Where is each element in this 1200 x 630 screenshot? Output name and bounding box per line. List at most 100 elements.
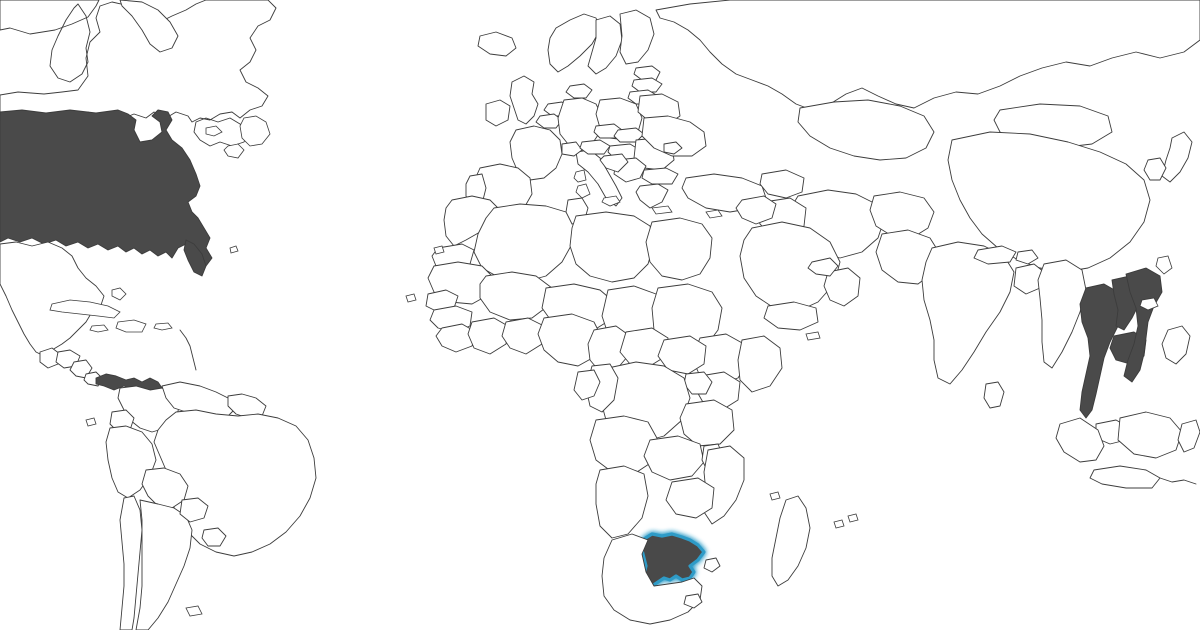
island-corsica[interactable] (573, 169, 587, 183)
island-sicily[interactable] (601, 195, 621, 207)
country-madagascar[interactable] (771, 495, 811, 587)
country-austria[interactable] (579, 139, 611, 155)
country-myanmar[interactable] (1037, 259, 1087, 369)
island-canary[interactable] (433, 245, 445, 255)
country-uruguay[interactable] (201, 527, 227, 547)
country-yemen[interactable] (763, 301, 819, 331)
country-uae-qatar[interactable] (807, 257, 839, 277)
country-sri-lanka[interactable] (983, 381, 1005, 409)
country-afghanistan[interactable] (869, 191, 935, 239)
island-cyprus[interactable] (705, 209, 723, 219)
country-eswatini[interactable] (703, 557, 721, 573)
island-borneo[interactable] (1117, 411, 1183, 459)
island-cape-breton[interactable] (223, 143, 245, 159)
country-norway[interactable] (547, 13, 601, 73)
country-sierra-leone-liberia[interactable] (435, 323, 477, 353)
country-united-states[interactable] (0, 109, 213, 267)
country-ukraine[interactable] (641, 115, 707, 157)
island-sardinia[interactable] (575, 183, 591, 199)
country-bolivia[interactable] (141, 467, 189, 509)
region-south-america (105, 381, 317, 630)
island-bermuda[interactable] (229, 245, 239, 254)
country-mexico[interactable] (0, 241, 105, 357)
island-comoros[interactable] (769, 491, 781, 501)
country-libya[interactable] (569, 211, 655, 283)
country-switzerland[interactable] (561, 141, 583, 157)
country-south-africa[interactable] (601, 533, 703, 625)
country-south-sudan[interactable] (657, 335, 707, 375)
country-cote-divoire[interactable] (467, 317, 509, 355)
island-sulawesi[interactable] (1177, 419, 1200, 453)
country-oman[interactable] (823, 267, 861, 307)
island-cuba[interactable] (49, 299, 121, 319)
country-zimbabwe[interactable] (665, 477, 715, 519)
country-russia[interactable] (655, 0, 1200, 111)
region-north-america (0, 0, 277, 393)
island-jamaica[interactable] (89, 324, 109, 333)
country-algeria[interactable] (473, 203, 577, 283)
country-japan[interactable] (1161, 131, 1193, 183)
island-sumatra[interactable] (1055, 417, 1105, 463)
island-hainan[interactable] (1139, 297, 1159, 311)
country-finland[interactable] (619, 9, 655, 65)
country-united-kingdom[interactable] (509, 75, 539, 125)
region-asia (655, 0, 1200, 489)
region-africa (425, 195, 859, 625)
country-latvia[interactable] (631, 77, 663, 93)
island-puerto-rico[interactable] (153, 322, 173, 331)
country-greece[interactable] (635, 183, 669, 209)
country-vietnam[interactable] (1123, 267, 1163, 383)
country-denmark[interactable] (565, 83, 593, 99)
country-central-african-republic[interactable] (619, 327, 669, 367)
country-morocco[interactable] (443, 195, 501, 247)
country-china[interactable] (947, 131, 1151, 273)
country-belgium[interactable] (535, 113, 563, 129)
country-ghana-togo-benin[interactable] (501, 317, 545, 355)
country-egypt[interactable] (645, 217, 713, 281)
island-galapagos[interactable] (85, 417, 97, 427)
country-angola[interactable] (589, 415, 659, 475)
country-canada[interactable] (0, 0, 100, 35)
island-socotra[interactable] (805, 331, 821, 341)
country-greenland[interactable] (119, 0, 179, 53)
country-us-florida[interactable] (183, 239, 207, 277)
island-pei[interactable] (205, 125, 223, 137)
country-georgia-armenia-azerbaijan[interactable] (759, 169, 805, 199)
island-cape-verde[interactable] (405, 293, 417, 303)
country-korea[interactable] (1143, 157, 1167, 181)
island-hispaniola[interactable] (115, 319, 147, 333)
island-newfoundland[interactable] (239, 115, 271, 147)
country-ireland[interactable] (485, 99, 511, 127)
country-zambia[interactable] (643, 435, 705, 481)
island-taiwan[interactable] (1155, 255, 1173, 275)
country-moldova[interactable] (663, 141, 683, 155)
country-bulgaria[interactable] (641, 167, 679, 185)
country-bhutan[interactable] (1015, 249, 1039, 265)
country-nepal[interactable] (973, 245, 1017, 265)
island-bahamas[interactable] (111, 287, 127, 301)
country-tanzania[interactable] (679, 399, 735, 447)
country-syria[interactable] (735, 195, 777, 225)
country-chile[interactable] (119, 495, 143, 630)
island-java[interactable] (1089, 465, 1161, 489)
country-sweden[interactable] (587, 15, 623, 75)
country-iceland[interactable] (477, 31, 517, 57)
island-crete[interactable] (651, 205, 673, 215)
island-reunion[interactable] (833, 519, 845, 529)
country-kazakhstan[interactable] (797, 99, 935, 161)
island-falklands[interactable] (185, 605, 203, 617)
island-mauritius[interactable] (847, 513, 859, 523)
lesser-antilles-arc (179, 329, 197, 371)
country-france[interactable] (509, 125, 563, 181)
country-croatia[interactable] (599, 153, 629, 173)
country-somalia[interactable] (737, 335, 783, 393)
country-paraguay[interactable] (179, 497, 209, 523)
country-nigeria[interactable] (537, 313, 603, 367)
hudson-bay-coast (49, 3, 91, 83)
country-philippines[interactable] (1161, 325, 1191, 365)
country-namibia[interactable] (595, 465, 649, 539)
country-gabon[interactable] (573, 369, 601, 401)
country-mali[interactable] (479, 271, 553, 321)
country-lesotho[interactable] (683, 593, 703, 609)
